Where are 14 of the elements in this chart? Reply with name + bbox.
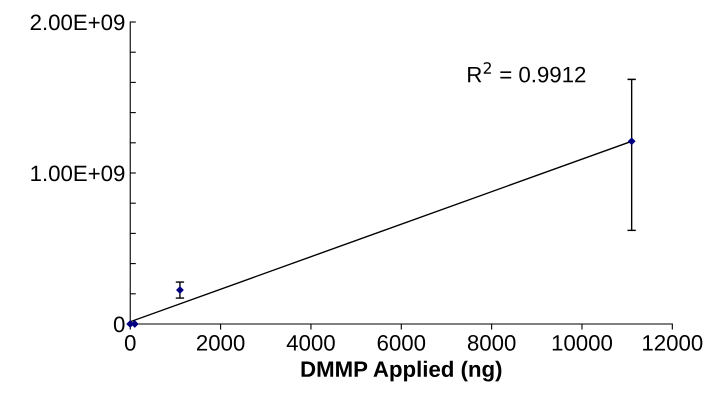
y-tick-label: 2.00E+09 [30, 14, 124, 30]
point [628, 138, 636, 145]
x-tick-label: 6000 [378, 335, 426, 351]
y-tick-label: 0 [114, 316, 125, 332]
x-tick-label: 10000 [552, 335, 612, 351]
point [176, 286, 184, 294]
x-tick-label: 4000 [286, 335, 335, 351]
x-tick-label: 2000 [196, 335, 244, 351]
x-tick-label: 12000 [643, 335, 702, 351]
x-tick-label: 0 [124, 335, 136, 351]
x-tick-label: 8000 [468, 335, 516, 351]
y-tick-label: 1.00E+09 [31, 166, 124, 182]
x-axis-title: DMMP Applied (ng) [302, 360, 502, 382]
annotation: R$^{2}$ = 0.9912 [468, 62, 586, 82]
